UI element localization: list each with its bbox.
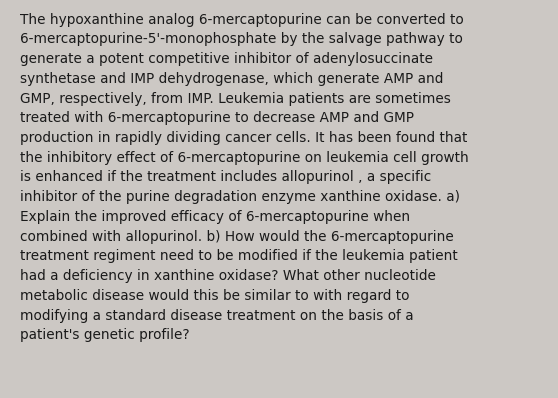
Text: The hypoxanthine analog 6-mercaptopurine can be converted to
6-mercaptopurine-5': The hypoxanthine analog 6-mercaptopurine…: [20, 13, 468, 342]
